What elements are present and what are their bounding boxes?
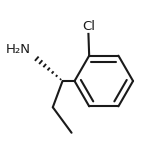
Text: H₂N: H₂N <box>6 43 31 56</box>
Text: Cl: Cl <box>82 20 95 33</box>
